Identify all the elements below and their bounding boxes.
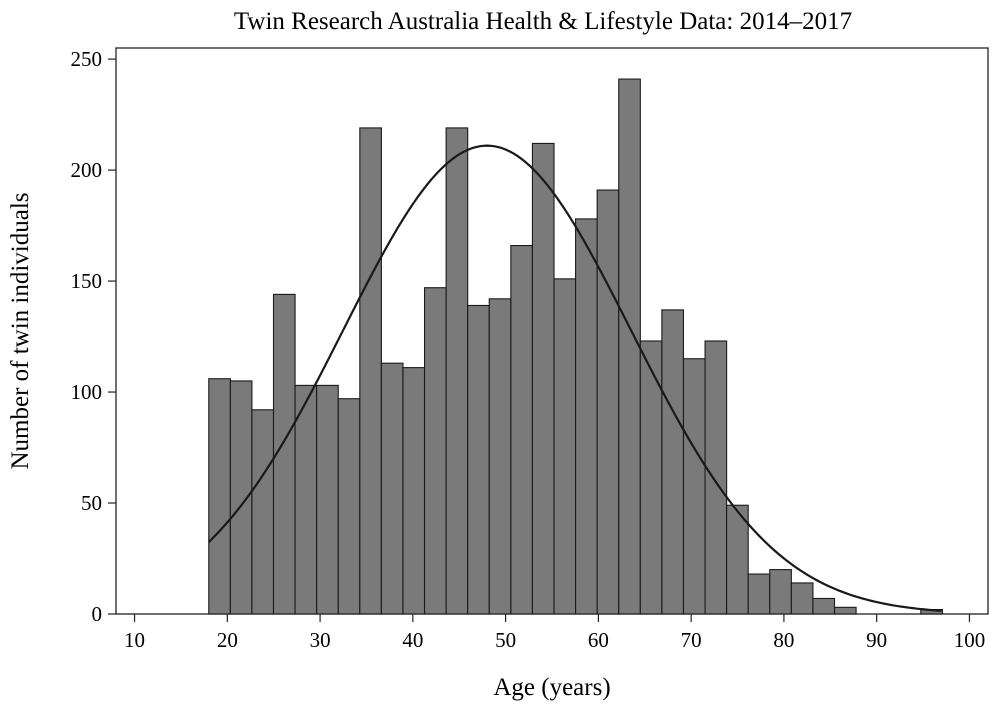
histogram-bar-27 — [769, 569, 792, 615]
histogram-bar-8 — [359, 127, 382, 615]
chart-title: Twin Research Australia Health & Lifesty… — [234, 8, 852, 35]
y-axis-ticks: 0 50 100 150 200 250 — [71, 47, 116, 626]
histogram-bar-25 — [726, 504, 749, 615]
y-tick-label: 0 — [92, 602, 103, 626]
histogram-bars — [208, 78, 943, 615]
x-tick-label: 80 — [773, 628, 794, 652]
x-tick-label: 40 — [402, 628, 423, 652]
histogram-bar-11 — [423, 287, 447, 615]
histogram-bar-7 — [337, 398, 361, 615]
histogram-bar-12 — [445, 127, 469, 615]
y-tick-label: 200 — [71, 158, 103, 182]
histogram-bar-28 — [790, 582, 814, 615]
y-tick-label: 150 — [71, 269, 103, 293]
histogram-bar-17 — [553, 278, 577, 615]
histogram-bar-6 — [316, 384, 339, 615]
histogram-bar-14 — [488, 298, 512, 615]
histogram-bar-3 — [251, 409, 275, 615]
y-axis-label: Number of twin individuals — [7, 192, 34, 469]
histogram-bar-16 — [531, 142, 555, 615]
histogram-bar-30 — [833, 606, 857, 615]
x-tick-label: 90 — [866, 628, 887, 652]
histogram-bar-10 — [402, 367, 426, 615]
histogram-bar-9 — [380, 362, 404, 615]
histogram-bar-2 — [229, 380, 253, 615]
histogram-bar-15 — [510, 245, 533, 615]
y-tick-label: 50 — [81, 491, 102, 515]
histogram-bar-22 — [661, 309, 685, 615]
histogram-bar-24 — [704, 340, 728, 615]
y-tick-label: 250 — [71, 47, 103, 71]
y-tick-label: 100 — [71, 380, 103, 404]
histogram-bar-13 — [467, 304, 490, 615]
x-tick-label: 20 — [217, 628, 238, 652]
x-axis-label: Age (years) — [493, 674, 610, 701]
x-tick-label: 70 — [681, 628, 702, 652]
histogram-bar-1 — [208, 378, 231, 615]
histogram-bar-26 — [747, 573, 771, 615]
histogram-bar-23 — [682, 358, 706, 615]
x-tick-label: 30 — [310, 628, 331, 652]
normal-distribution-curve — [208, 144, 942, 612]
x-tick-label: 100 — [954, 628, 986, 652]
x-axis-ticks: 10 20 30 40 50 60 70 80 90 100 — [124, 614, 985, 652]
histogram-bar-19 — [596, 189, 620, 615]
histogram-bar-18 — [575, 218, 598, 615]
x-tick-label: 10 — [124, 628, 145, 652]
histogram-bar-29 — [812, 597, 836, 615]
x-tick-label: 60 — [588, 628, 609, 652]
histogram-bar-20 — [618, 78, 641, 615]
histogram-bar-5 — [294, 384, 318, 615]
x-tick-label: 50 — [495, 628, 516, 652]
